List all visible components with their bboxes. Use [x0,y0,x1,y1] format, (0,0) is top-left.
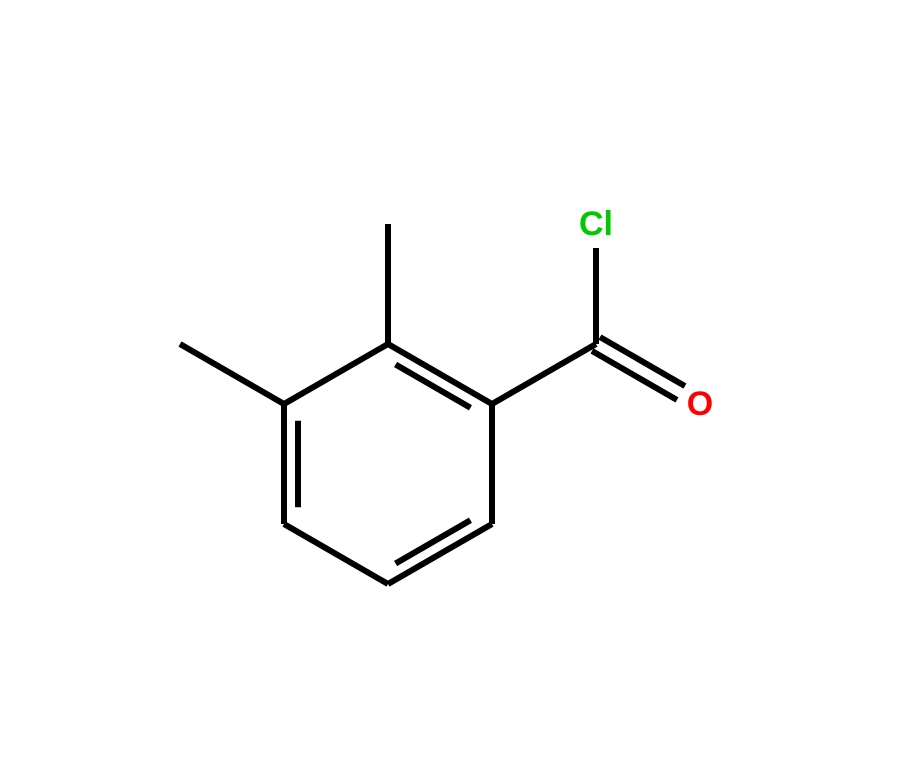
chlorine-label: Cl [579,205,613,243]
chemical-structure: OOClCl [0,0,897,777]
oxygen-label: O [687,385,713,423]
